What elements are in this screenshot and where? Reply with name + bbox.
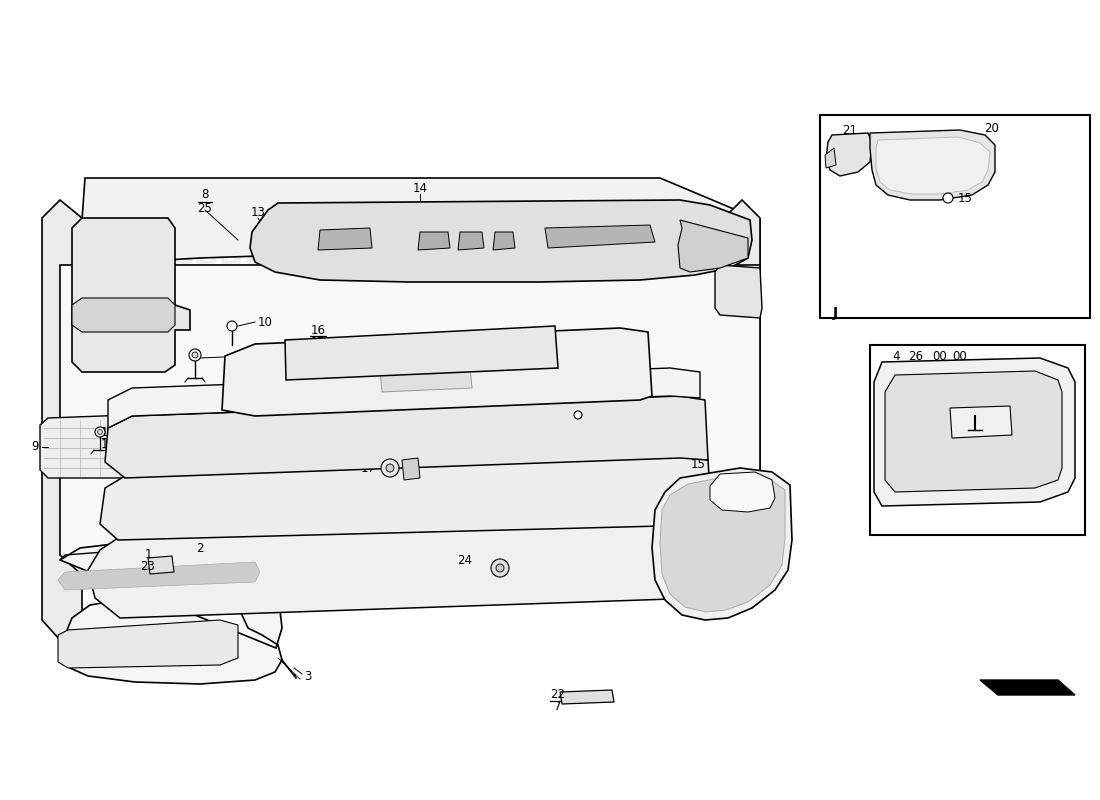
Polygon shape [148, 556, 174, 574]
Polygon shape [710, 472, 776, 512]
Circle shape [496, 564, 504, 572]
Text: 4: 4 [892, 350, 900, 363]
Text: 2: 2 [196, 542, 204, 554]
Text: 15: 15 [958, 191, 972, 205]
Text: 11: 11 [100, 426, 116, 438]
Text: 00: 00 [953, 350, 967, 363]
Polygon shape [285, 326, 558, 380]
Circle shape [574, 411, 582, 419]
Text: eurospares: eurospares [80, 543, 309, 577]
Text: 24: 24 [458, 554, 473, 566]
Text: 25: 25 [198, 202, 212, 214]
Polygon shape [560, 690, 614, 704]
Polygon shape [870, 130, 996, 200]
Text: 15: 15 [310, 335, 326, 349]
Text: 11: 11 [263, 342, 277, 354]
Polygon shape [72, 218, 190, 372]
Polygon shape [72, 298, 175, 332]
Text: 12: 12 [263, 354, 277, 366]
Polygon shape [318, 228, 372, 250]
Polygon shape [60, 265, 760, 600]
Polygon shape [544, 225, 654, 248]
Polygon shape [222, 328, 652, 416]
Text: 23: 23 [141, 561, 155, 574]
Polygon shape [108, 368, 700, 428]
Text: 16: 16 [310, 323, 326, 337]
Text: eurospares: eurospares [446, 238, 674, 272]
Text: 15: 15 [691, 458, 705, 471]
Circle shape [943, 193, 953, 203]
Polygon shape [42, 200, 82, 640]
Polygon shape [874, 358, 1075, 506]
Polygon shape [876, 137, 990, 194]
Polygon shape [660, 474, 785, 612]
FancyBboxPatch shape [870, 345, 1085, 535]
Circle shape [189, 349, 201, 361]
Polygon shape [724, 200, 760, 575]
Polygon shape [60, 538, 282, 684]
Text: 14: 14 [412, 182, 428, 194]
Text: J: J [833, 306, 837, 320]
Text: 12: 12 [100, 438, 116, 450]
Text: 18: 18 [601, 402, 615, 414]
Text: 20: 20 [984, 122, 1000, 134]
Polygon shape [418, 232, 450, 250]
Polygon shape [493, 232, 515, 250]
Polygon shape [250, 200, 752, 282]
Polygon shape [88, 518, 715, 618]
Polygon shape [82, 178, 760, 265]
Polygon shape [40, 415, 135, 478]
Text: 00: 00 [933, 350, 947, 363]
Polygon shape [652, 468, 792, 620]
Text: 21: 21 [843, 123, 858, 137]
Circle shape [381, 459, 399, 477]
Polygon shape [58, 562, 260, 590]
Polygon shape [100, 456, 712, 540]
Polygon shape [379, 366, 472, 392]
Polygon shape [886, 371, 1062, 492]
Text: 9: 9 [31, 441, 38, 454]
Circle shape [98, 430, 102, 434]
Text: 7: 7 [554, 701, 562, 714]
Polygon shape [104, 396, 708, 478]
Polygon shape [826, 133, 872, 176]
Text: 10: 10 [257, 315, 273, 329]
Text: 22: 22 [550, 689, 565, 702]
Polygon shape [58, 620, 238, 668]
Text: 17: 17 [361, 462, 375, 474]
Polygon shape [980, 680, 1075, 695]
Text: 4: 4 [198, 394, 206, 406]
Circle shape [386, 464, 394, 472]
Text: 1: 1 [144, 549, 152, 562]
Polygon shape [458, 232, 484, 250]
Text: 5: 5 [190, 410, 198, 422]
Polygon shape [950, 406, 1012, 438]
Polygon shape [402, 458, 420, 480]
Circle shape [192, 352, 198, 358]
Polygon shape [678, 220, 748, 272]
Circle shape [491, 559, 509, 577]
Text: eurospares: eurospares [80, 238, 309, 272]
FancyBboxPatch shape [820, 115, 1090, 318]
Text: 26: 26 [909, 350, 924, 363]
Text: 13: 13 [251, 206, 265, 218]
Circle shape [95, 427, 104, 437]
Text: 8: 8 [201, 189, 209, 202]
Polygon shape [715, 265, 762, 318]
Circle shape [227, 321, 236, 331]
Text: eurospares: eurospares [446, 543, 674, 577]
Text: 19: 19 [601, 414, 616, 426]
Polygon shape [825, 148, 836, 168]
Text: 3: 3 [305, 670, 311, 682]
Text: 6: 6 [183, 426, 189, 438]
